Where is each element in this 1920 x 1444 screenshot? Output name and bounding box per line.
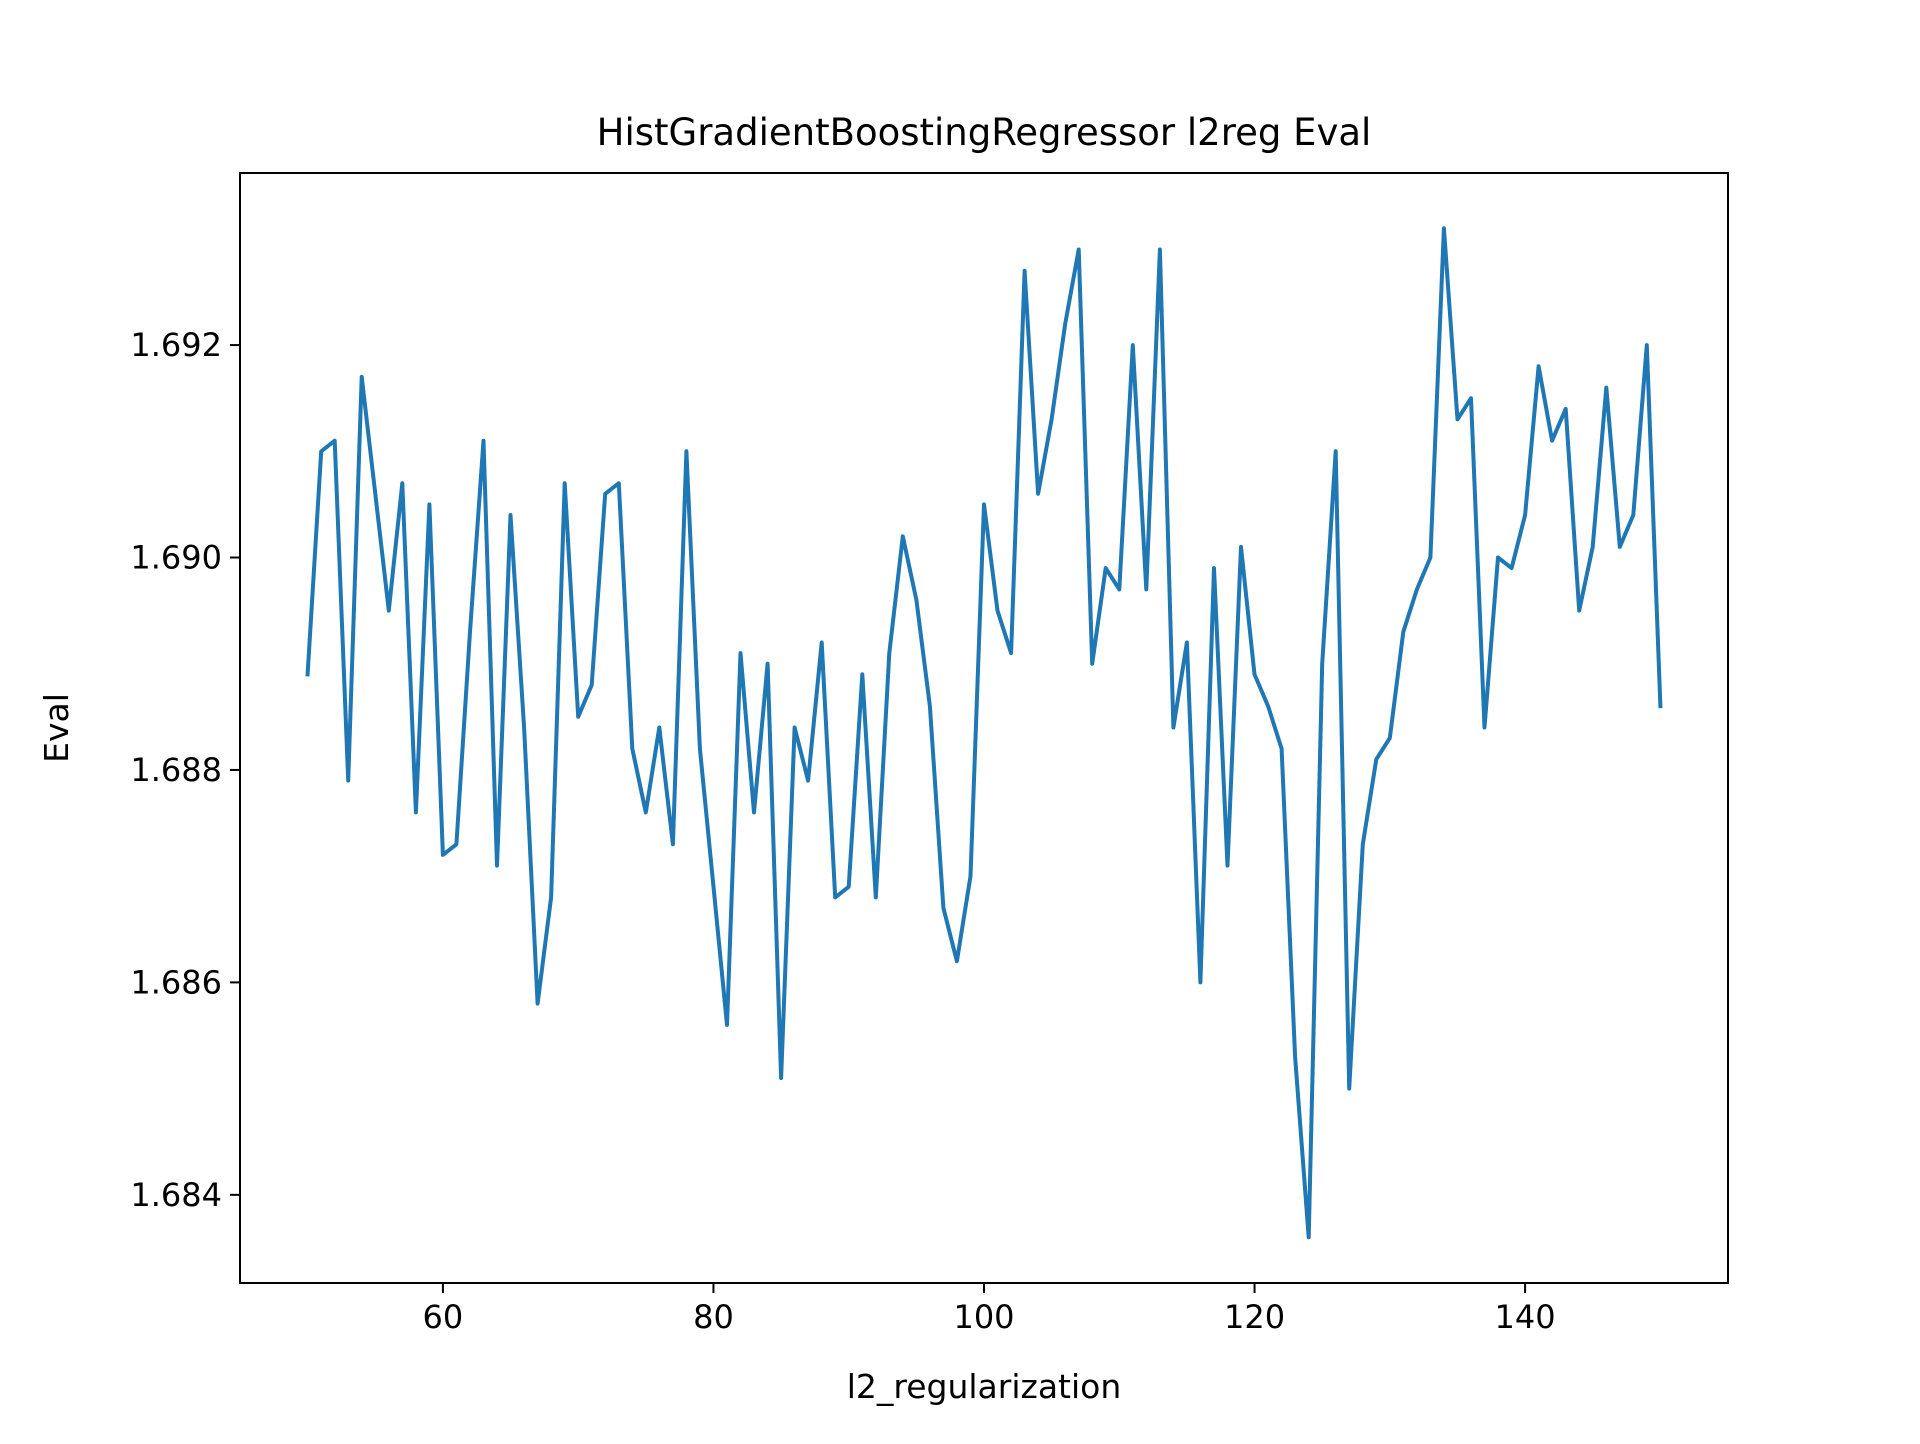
x-tick-label: 140: [1495, 1298, 1556, 1336]
y-axis-label: Eval: [37, 693, 76, 763]
series-layer: [305, 226, 1663, 1240]
y-tick-label: 1.688: [130, 751, 222, 789]
x-tick-label: 80: [693, 1298, 734, 1336]
y-axis-ticks: 1.684 1.686 1.688 1.690 1.692: [130, 326, 240, 1214]
y-tick-label: 1.686: [130, 963, 222, 1001]
x-tick-label: 120: [1224, 1298, 1285, 1336]
y-tick-label: 1.690: [130, 539, 222, 577]
series-line-0: [305, 226, 1663, 1240]
y-tick-label: 1.684: [130, 1176, 222, 1214]
x-tick-label: 60: [423, 1298, 464, 1336]
y-tick-label: 1.692: [130, 326, 222, 364]
x-axis-label: l2_regularization: [847, 1367, 1122, 1406]
plot-area: [240, 173, 1728, 1283]
chart-title: HistGradientBoostingRegressor l2reg Eval: [597, 111, 1372, 154]
plot-frame: [239, 172, 1729, 1284]
x-axis-ticks: 60 80 100 120 140: [423, 1283, 1556, 1336]
x-tick-label: 100: [953, 1298, 1014, 1336]
